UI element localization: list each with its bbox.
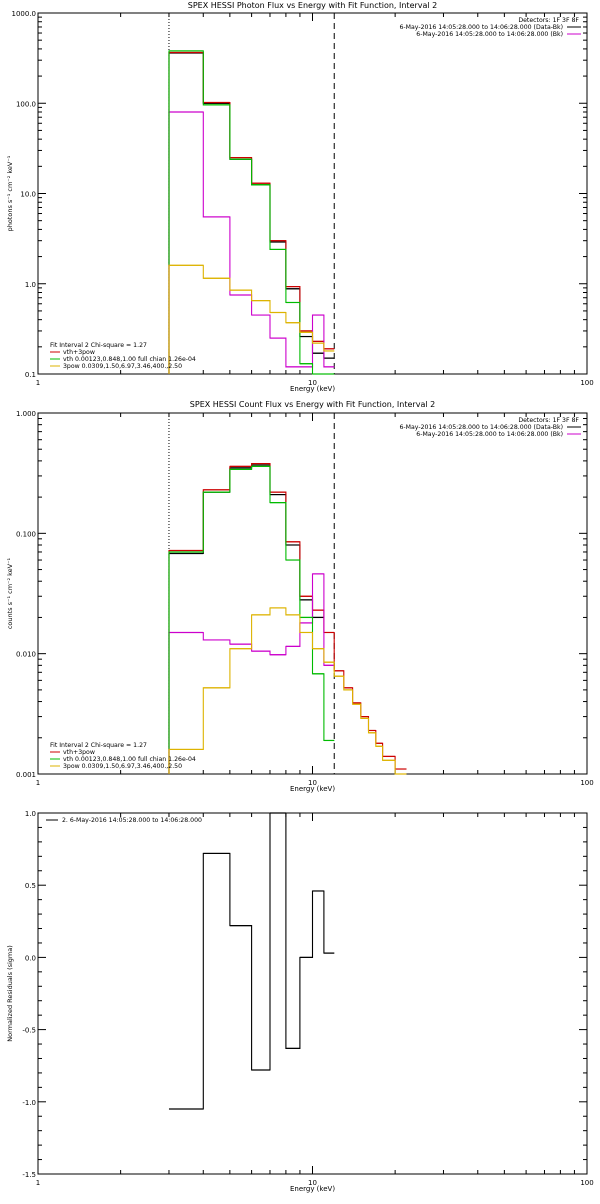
y-tick-label: 0.001 — [16, 771, 36, 779]
series-3pow-0-0309-1-50-6-97-3-46-400-2-50 — [168, 264, 335, 374]
legend-label: vth+3pow — [63, 349, 95, 356]
x-axis-label: Energy (keV) — [290, 1185, 335, 1193]
series-line — [168, 465, 335, 774]
x-axis-label: Energy (keV) — [290, 785, 335, 793]
y-tick-label: 0.100 — [16, 530, 36, 538]
series-line — [168, 463, 407, 774]
series-3pow-0-0309-1-50-6-97-3-46-400-2-50 — [168, 607, 407, 775]
y-tick-label: 1.0 — [25, 281, 36, 289]
y-tick-label: -0.5 — [22, 1027, 36, 1035]
x-tick-label: 10 — [308, 379, 317, 387]
y-tick-label: 0.0 — [25, 954, 36, 962]
y-tick-label: -1.0 — [22, 1099, 36, 1107]
series-vth-3pow — [168, 51, 335, 374]
series-line — [168, 573, 335, 774]
y-tick-label: 1.0 — [25, 810, 36, 818]
legend-header: Detectors: 1F 3F 8F — [518, 17, 579, 24]
series-6-may-2016-14-05-28-000-to-14-06-28-000- — [168, 111, 335, 374]
series-vth-0-00123-0-848-1-00-full-chian-1-26e- — [168, 465, 335, 774]
series-vth-3pow — [168, 462, 407, 774]
plot-frame — [37, 812, 588, 1175]
x-tick-label: 10 — [308, 779, 317, 787]
legend-label: 6-May-2016 14:05:28.000 to 14:06:28.000 … — [400, 424, 564, 431]
chart-panel-3: 1 10 100 Energy (keV) -1.5 -1.0 -0.5 0.0 0.5 1.0 N… — [6, 810, 594, 1193]
x-tick-label: 1 — [36, 1179, 40, 1187]
chart-title: SPEX HESSI Count Flux vs Energy with Fit… — [190, 400, 435, 409]
series-line — [168, 464, 324, 774]
y-tick-label: 10.0 — [20, 191, 36, 199]
series-6-may-2016-14-05-28-000-to-14-06-28-000- — [168, 464, 324, 774]
x-axis-label: Energy (keV) — [290, 385, 335, 393]
series-line — [168, 607, 407, 775]
y-axis-label: Normalized Residuals (sigma) — [6, 945, 14, 1042]
legend-label: 2. 6-May-2016 14:05:28.000 to 14:06:28.0… — [62, 817, 202, 824]
legend-label: 6-May-2016 14:05:28.000 to 14:06:28.000 … — [416, 431, 563, 438]
series-2-6-may-2016-14-05-28-000-to-14-06-28-00 — [168, 812, 335, 1110]
y-tick-label: 1000.0 — [12, 10, 37, 18]
y-tick-label: -1.5 — [22, 1171, 36, 1179]
series-line — [168, 52, 335, 374]
legend-label: 6-May-2016 14:05:28.000 to 14:06:28.000 … — [400, 24, 564, 31]
chart-title: SPEX HESSI Photon Flux vs Energy with Fi… — [188, 1, 438, 10]
y-tick-label: 0.010 — [16, 651, 36, 659]
x-tick-label: 1 — [36, 379, 40, 387]
series-line — [169, 812, 335, 1110]
legend-header: Detectors: 1F 3F 8F — [518, 417, 579, 424]
y-tick-label: 0.1 — [25, 371, 36, 379]
series-line — [168, 264, 335, 374]
x-tick-label: 100 — [580, 379, 593, 387]
legend-label: vth 0.00123,0.848,1.00 full chian 1.26e-… — [63, 756, 196, 763]
y-tick-label: 100.0 — [16, 100, 36, 108]
legend-header: Fit Interval 2 Chi-square = 1.27 — [50, 342, 147, 349]
legend-label: 3pow 0.0309,1.50,6.97,3.46,400.,2.50 — [63, 363, 182, 370]
chart-panel-2: SPEX HESSI Count Flux vs Energy with Fit… — [6, 400, 594, 793]
series-line — [168, 51, 335, 374]
chart-panel-1: SPEX HESSI Photon Flux vs Energy with Fi… — [6, 1, 594, 393]
series-line — [168, 111, 335, 374]
x-tick-label: 10 — [308, 1179, 317, 1187]
y-axis-label: counts s⁻¹ cm⁻² keV⁻¹ — [6, 557, 14, 629]
legend-label: 3pow 0.0309,1.50,6.97,3.46,400.,2.50 — [63, 763, 182, 770]
series-6-may-2016-14-05-28-000-to-14-06-28-000- — [168, 573, 335, 774]
legend-label: vth+3pow — [63, 749, 95, 756]
x-tick-label: 1 — [36, 779, 40, 787]
y-tick-label: 1.000 — [16, 410, 36, 418]
y-axis-label: photons s⁻¹ cm⁻² keV⁻¹ — [6, 155, 14, 231]
x-tick-label: 100 — [580, 779, 593, 787]
series-line — [168, 50, 335, 375]
y-tick-label: 0.5 — [25, 882, 36, 890]
series-vth-0-00123-0-848-1-00-full-chian-1-26e- — [168, 50, 335, 375]
legend-label: 6-May-2016 14:05:28.000 to 14:06:28.000 … — [416, 31, 563, 38]
series-6-may-2016-14-05-28-000-to-14-06-28-000- — [168, 52, 335, 374]
x-tick-label: 100 — [580, 1179, 593, 1187]
legend-label: vth 0.00123,0.848,1.00 full chian 1.26e-… — [63, 356, 196, 363]
legend-header: Fit Interval 2 Chi-square = 1.27 — [50, 742, 147, 749]
